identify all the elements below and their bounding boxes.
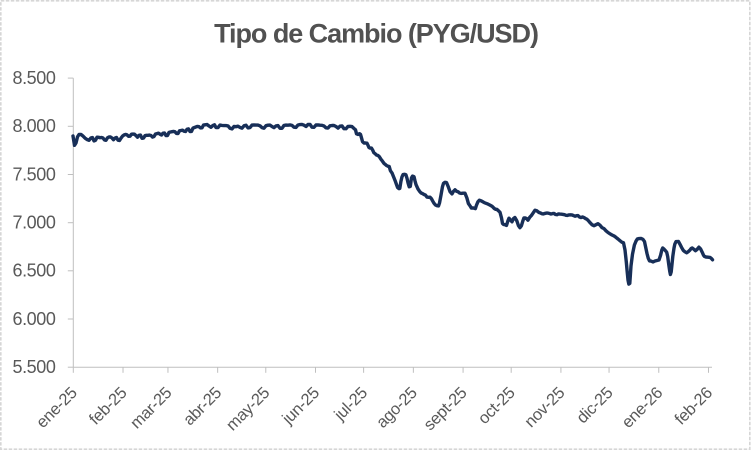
svg-text:6.000: 6.000 (12, 309, 55, 329)
svg-text:7.500: 7.500 (12, 164, 55, 184)
svg-text:8.500: 8.500 (12, 68, 55, 88)
svg-text:6.500: 6.500 (12, 261, 55, 281)
svg-text:7.000: 7.000 (12, 213, 55, 233)
svg-text:Tipo de Cambio (PYG/USD): Tipo de Cambio (PYG/USD) (214, 19, 538, 49)
svg-text:8.000: 8.000 (12, 116, 55, 136)
svg-text:5.500: 5.500 (12, 357, 55, 377)
